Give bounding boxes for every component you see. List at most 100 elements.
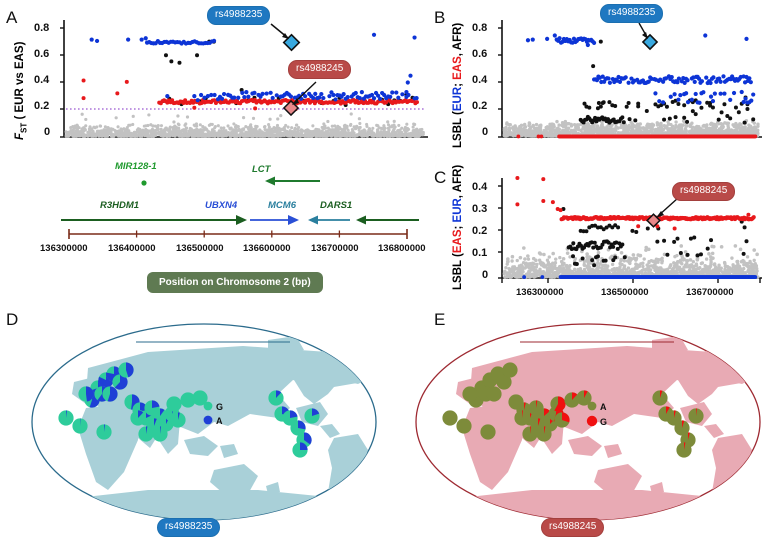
panel-a-ytick-4: 0 bbox=[44, 126, 51, 138]
gene-mcm6-arrowhead bbox=[308, 215, 318, 225]
population-pie-wedge bbox=[522, 410, 523, 418]
legend-d-g-label: G bbox=[216, 402, 224, 412]
population-pie-wedge bbox=[66, 410, 67, 418]
gene-label-dars1: DARS1 bbox=[320, 200, 353, 211]
panel-d-map[interactable] bbox=[28, 322, 380, 537]
population-pie-wedge bbox=[107, 386, 118, 402]
population-pie bbox=[480, 424, 496, 440]
population-pie-wedge bbox=[126, 362, 134, 378]
panel-a-arrow-rs4988245 bbox=[293, 81, 317, 104]
position-xtick-4: 136700000 bbox=[311, 243, 359, 254]
population-pie-wedge bbox=[688, 432, 690, 440]
panel-c-ylabel-pre: LSBL ( bbox=[452, 253, 464, 290]
population-pie-wedge bbox=[536, 400, 538, 408]
panel-c-ylabel-post: , AFR) bbox=[452, 164, 464, 199]
panel-a-ylabel-st: ST bbox=[19, 122, 29, 133]
panel-b-callout-rs4988235[interactable]: rs4988235 bbox=[600, 4, 664, 23]
position-axis bbox=[58, 228, 428, 242]
panel-a-ytick-3: 0.2 bbox=[34, 100, 50, 112]
panel-d-badge-rs4988235[interactable]: rs4988235 bbox=[157, 518, 221, 537]
panel-e-letter: E bbox=[434, 310, 446, 329]
gene-label-ubxn4: UBXN4 bbox=[205, 200, 238, 211]
population-pie-wedge bbox=[524, 402, 526, 410]
position-xtick-2: 136500000 bbox=[176, 243, 224, 254]
panel-c-ytick-4: 0 bbox=[482, 269, 489, 281]
gene-r3hdm1-arrowhead bbox=[236, 215, 247, 225]
panel-a-ytick-0: 0.8 bbox=[34, 22, 50, 34]
position-xtick-0: 136300000 bbox=[40, 243, 88, 254]
gene-mir128-1-marker bbox=[141, 180, 147, 186]
panel-c-xtick-0: 136300000 bbox=[516, 287, 564, 298]
panel-c-ytick-0: 0.4 bbox=[472, 181, 488, 193]
population-pie-wedge bbox=[146, 426, 148, 434]
panel-c-ylabel-eas: EAS bbox=[452, 229, 464, 254]
population-pie-wedge bbox=[304, 432, 312, 445]
population-pie bbox=[192, 390, 208, 406]
population-pie-wedge bbox=[538, 418, 541, 426]
panel-c-callout-rs4988245[interactable]: rs4988245 bbox=[672, 182, 736, 201]
panel-c-ylabel-eur: EUR bbox=[452, 198, 464, 223]
population-pie-wedge bbox=[86, 386, 94, 402]
panel-b-ytick-4: 0 bbox=[482, 126, 489, 138]
panel-b-ylabel-post: , AFR) bbox=[452, 22, 464, 57]
population-pie-wedge bbox=[562, 412, 570, 423]
population-pie-wedge bbox=[666, 406, 670, 414]
panel-d-letter: D bbox=[6, 310, 19, 329]
position-xtick-1: 136400000 bbox=[108, 243, 156, 254]
panel-a-ytick-1: 0.6 bbox=[34, 48, 50, 60]
population-pie-wedge bbox=[572, 392, 578, 400]
gene-ubxn4-arrowhead bbox=[288, 215, 299, 225]
population-pie-wedge bbox=[104, 424, 105, 432]
panel-b-ylabel-sep: ; bbox=[452, 79, 464, 87]
panel-c-letter: C bbox=[434, 168, 447, 187]
panel-b-ylabel: LSBL (EUR; EAS, AFR) bbox=[452, 23, 577, 160]
panel-a-ylabel-f: F bbox=[14, 132, 26, 140]
panel-a-ytick-2: 0.4 bbox=[34, 74, 50, 86]
population-pie-wedge bbox=[584, 390, 588, 398]
population-pie-wedge bbox=[154, 418, 157, 426]
gene-track bbox=[58, 160, 428, 240]
panel-a-callout-rs4988235[interactable]: rs4988235 bbox=[207, 6, 271, 25]
panel-c-xtick-1: 136500000 bbox=[601, 287, 649, 298]
gene-label-r3hdm1: R3HDM1 bbox=[100, 200, 140, 211]
gene-label-mcm6: MCM6 bbox=[268, 200, 296, 211]
population-pie-wedge bbox=[178, 412, 180, 420]
population-pie-wedge bbox=[290, 410, 298, 418]
panel-c-ylabel-sep: ; bbox=[452, 222, 464, 230]
population-pie-wedge bbox=[312, 408, 320, 416]
panel-a-rs4988235-marker[interactable] bbox=[282, 33, 301, 52]
panel-e-map[interactable] bbox=[412, 322, 764, 537]
population-pie-wedge bbox=[554, 396, 566, 412]
legend-d-g-swatch bbox=[203, 401, 213, 411]
population-pie-wedge bbox=[674, 410, 676, 418]
panel-b-rs4988235-marker[interactable] bbox=[641, 33, 659, 51]
population-pie-wedge bbox=[544, 426, 546, 434]
panel-b-ylabel-pre: LSBL ( bbox=[452, 111, 464, 148]
population-pie bbox=[72, 418, 88, 434]
panel-a-rs4988245-marker[interactable] bbox=[282, 99, 300, 117]
position-xtick-5: 136800000 bbox=[378, 243, 426, 254]
population-pie-wedge bbox=[298, 420, 306, 430]
gene-label-mir128-1: MIR128-1 bbox=[115, 161, 157, 172]
population-pie bbox=[496, 374, 512, 390]
population-pie-wedge bbox=[276, 390, 282, 398]
panel-a-ylabel-rest: ( EUR vs EAS) bbox=[14, 41, 26, 123]
panel-c-xtick-2: 136700000 bbox=[686, 287, 734, 298]
panel-c-plot bbox=[496, 175, 762, 286]
panel-a-letter: A bbox=[6, 8, 18, 27]
panel-b-letter: B bbox=[434, 8, 446, 27]
legend-e-g-swatch bbox=[586, 415, 598, 427]
population-pie bbox=[456, 418, 472, 434]
legend-e-a-swatch bbox=[587, 401, 597, 411]
panel-a-callout-rs4988245[interactable]: rs4988245 bbox=[288, 60, 352, 79]
population-pie bbox=[486, 386, 502, 402]
panel-b-ytick-0: 0.8 bbox=[472, 22, 488, 34]
panel-b-ytick-3: 0.2 bbox=[472, 100, 488, 112]
population-pie bbox=[268, 390, 284, 406]
panel-c-ytick-3: 0.1 bbox=[472, 247, 488, 259]
panel-e-badge-rs4988245[interactable]: rs4988245 bbox=[541, 518, 605, 537]
population-pie bbox=[166, 396, 182, 412]
population-pie-wedge bbox=[152, 400, 160, 408]
population-pie-wedge bbox=[696, 408, 697, 416]
panel-b-ylabel-eas: EAS bbox=[452, 56, 464, 80]
